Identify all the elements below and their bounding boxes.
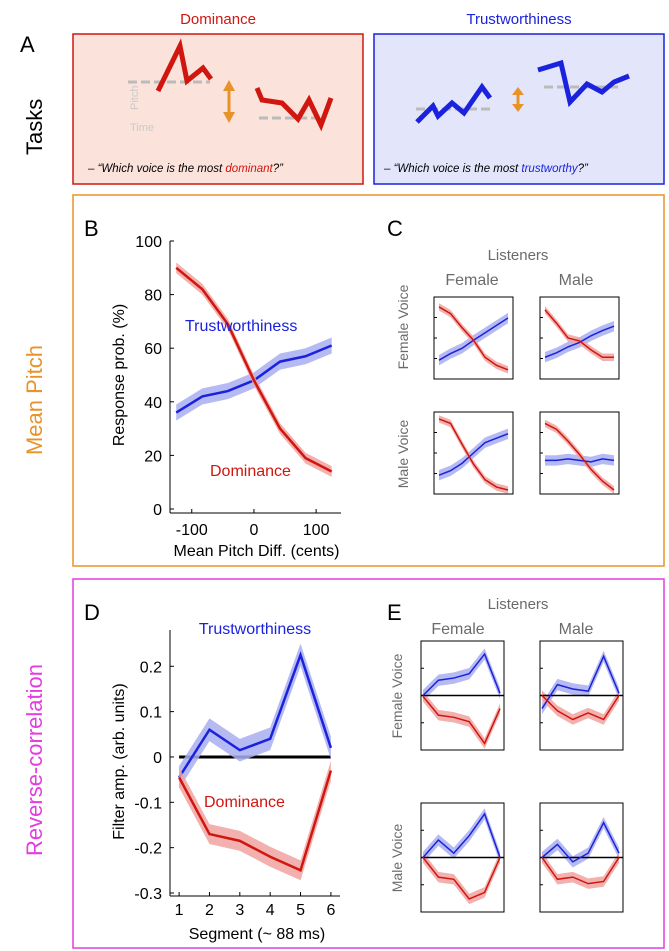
- trust-line: [541, 654, 620, 709]
- legend-label-trustworthiness: Trustworthiness: [199, 621, 311, 638]
- legend-label-trustworthiness: Trustworthiness: [185, 318, 297, 335]
- y-tick-label: -0.2: [134, 841, 162, 858]
- trust-line: [422, 812, 501, 858]
- x-tick-label: 4: [266, 902, 275, 919]
- dominance-line: [438, 306, 509, 371]
- y-tick-label: 0: [153, 502, 162, 519]
- voice-contour-dominant-2: [254, 87, 334, 132]
- trust-question: – “Which voice is the most trustworthy?”: [383, 163, 589, 175]
- listener-label: Male: [559, 272, 594, 289]
- y-axis-label: Filter amp. (arb. units): [111, 683, 128, 839]
- listener-label: Female: [431, 621, 484, 638]
- x-tick-label: 3: [235, 902, 244, 919]
- series-line-1: [178, 770, 333, 873]
- listener-label: Male: [559, 621, 594, 638]
- y-tick-label: 20: [144, 448, 162, 465]
- trust-band: [439, 428, 508, 481]
- y-axis-label: Response prob. (%): [111, 304, 128, 446]
- legend-label-dominance: Dominance: [204, 794, 285, 811]
- listeners-title: Listeners: [488, 247, 549, 264]
- y-tick-label: 0.2: [140, 659, 162, 676]
- x-axis-label: Mean Pitch Diff. (cents): [174, 543, 340, 560]
- x-axis-label: Segment (~ 88 ms): [189, 926, 326, 943]
- y-tick-label: 80: [144, 288, 162, 305]
- dominance-band: [542, 690, 619, 725]
- x-tick-label: 2: [205, 902, 214, 919]
- row-label-mean-pitch: Mean Pitch: [22, 345, 47, 455]
- dominance-band: [545, 306, 614, 361]
- double-arrow-icon: [223, 80, 235, 123]
- y-tick-label: 0: [153, 750, 162, 767]
- time-axis-label: Time: [130, 122, 154, 134]
- dominance-line: [541, 694, 620, 721]
- voice-contour-trust-2: [537, 59, 630, 108]
- dominance-line: [422, 857, 501, 900]
- voice-contour-dominant-1: [155, 38, 214, 93]
- row-label-reverse-correlation: Reverse-correlation: [22, 664, 47, 856]
- voice-contour-trust-1: [415, 82, 493, 124]
- dominance-line: [541, 857, 620, 885]
- y-tick-label: 60: [144, 341, 162, 358]
- y-tick-label: 40: [144, 395, 162, 412]
- voice-label: Male Voice: [389, 824, 405, 893]
- mean-pitch-section-box: [72, 194, 665, 567]
- panel-letter-d: D: [84, 600, 100, 625]
- dominance-line: [544, 309, 614, 358]
- trust-line: [541, 820, 620, 863]
- x-tick-label: -100: [176, 522, 208, 539]
- x-tick-label: 6: [326, 902, 335, 919]
- dominance-task-title: Dominance: [180, 11, 256, 28]
- y-tick-label: -0.3: [134, 886, 162, 903]
- trust-task-title: Trustworthiness: [466, 11, 571, 28]
- voice-label: Female Voice: [389, 653, 405, 738]
- dominance-band: [542, 852, 619, 889]
- dominance-line: [544, 422, 615, 491]
- trust-line: [545, 458, 615, 463]
- dominance-line: [438, 418, 509, 491]
- series-line-1: [175, 266, 333, 473]
- x-tick-label: 100: [303, 522, 330, 539]
- chart-c-listener-grid: Listeners Female Male Female Voice Male Voic…: [395, 247, 620, 495]
- series-line-0: [178, 651, 333, 779]
- y-tick-label: 100: [135, 234, 162, 251]
- voice-label: Female Voice: [395, 284, 411, 369]
- x-tick-label: 5: [296, 902, 305, 919]
- series-band-0: [179, 643, 331, 789]
- reverse-correlation-section-box: [72, 578, 665, 949]
- legend-label-dominance: Dominance: [210, 463, 291, 480]
- x-tick-label: 1: [175, 902, 184, 919]
- pitch-axis-label: Pitch: [129, 86, 141, 110]
- dominance-question: – “Which voice is the most dominant?”: [87, 163, 284, 175]
- dominance-line: [422, 695, 501, 745]
- dominance-band: [423, 852, 500, 905]
- listener-label: Female: [445, 272, 498, 289]
- panel-letter-b: B: [84, 216, 99, 241]
- voice-label: Male Voice: [395, 420, 411, 489]
- y-tick-label: -0.1: [134, 795, 162, 812]
- trust-line: [422, 652, 501, 697]
- trust-band: [423, 808, 500, 864]
- x-tick-label: 0: [249, 522, 258, 539]
- trust-line: [544, 325, 615, 358]
- y-tick-label: 0.1: [140, 705, 162, 722]
- double-arrow-icon: [512, 87, 524, 112]
- trust-line: [438, 433, 509, 476]
- panel-letter-c: C: [387, 216, 403, 241]
- trust-band: [423, 648, 500, 702]
- series-band-1: [176, 262, 332, 477]
- series-band-1: [179, 760, 331, 881]
- listeners-title: Listeners: [488, 596, 549, 613]
- row-label-tasks: Tasks: [22, 99, 47, 155]
- dominance-task-box: [72, 33, 364, 185]
- panel-letter-a: A: [20, 32, 35, 57]
- chart-b-mean-pitch: 0 20 40 60 80 100 -100 0 100 Mean Pitch Diff. (ce…: [111, 234, 341, 560]
- panel-letter-e: E: [387, 600, 402, 625]
- trust-band: [542, 816, 619, 868]
